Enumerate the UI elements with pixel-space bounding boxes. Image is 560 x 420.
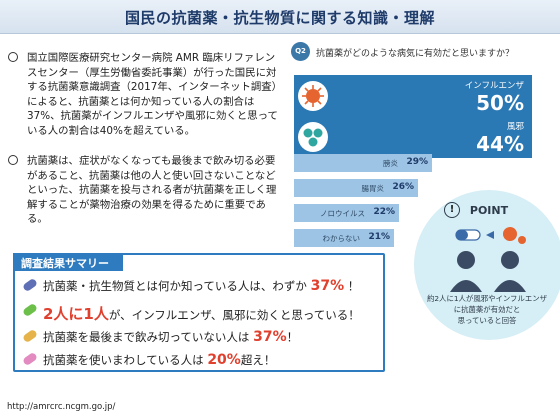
chart-bar: 風邪 44%	[294, 116, 532, 158]
point-title: POINT	[469, 204, 509, 217]
summary-row-text: 抗菌薬を使いまわしている人は 20%超え！	[43, 352, 275, 368]
point-caption: 約2人に1人が風邪やインフルエンザ に抗菌薬が有効だと 思っていると回答	[422, 293, 552, 326]
caption-line: に抗菌薬が有効だと	[453, 305, 521, 314]
bar-value-label: 21%	[368, 232, 390, 242]
caption-line: 思っていると回答	[457, 316, 517, 325]
bar-label: わからない	[322, 234, 361, 243]
circle-bullet-icon	[8, 52, 18, 62]
summary-text: 抗菌薬を使いまわしている人は	[43, 353, 204, 367]
chart-bar: ノロウイルス 22%	[294, 204, 399, 222]
summary-number: 37%	[253, 329, 287, 345]
chart-bar: 膀炎 29%	[294, 154, 432, 172]
summary-text: が、インフルエンザ、風邪に効くと思っている！	[108, 308, 360, 322]
circle-bullet-icon	[8, 155, 18, 165]
bar-value-label: 26%	[392, 182, 414, 192]
medicine-capsules-icon	[455, 227, 526, 244]
bacteria-icon	[298, 122, 328, 152]
summary-heading: 調査結果サマリー	[21, 257, 109, 270]
bar-label: 膀炎	[383, 159, 398, 168]
summary-number: 20%	[207, 352, 241, 368]
point-callout: ! POINT 約2人に1人が風邪やインフルエンザ に抗菌薬が有効だと 思ってい…	[414, 190, 560, 340]
chart-bar: 腸胃炎 26%	[294, 179, 418, 197]
bar-value-label: 44%	[476, 132, 524, 156]
bar-label: 腸胃炎	[361, 184, 385, 193]
slide-title: 国民の抗菌薬・抗生物質に関する知識・理解	[124, 9, 435, 27]
summary-emphasis: 2人に1人	[43, 305, 109, 323]
summary-number: 37%	[310, 278, 345, 294]
title-bar: 国民の抗菌薬・抗生物質に関する知識・理解	[0, 0, 560, 34]
summary-text-end: 超え！	[240, 353, 276, 367]
virus-icon	[298, 81, 328, 111]
caption-line: 約2人に1人が風邪やインフルエンザ	[426, 294, 548, 303]
bar-value-label: 29%	[406, 157, 428, 167]
paragraph-survey: 国立国際医療研究センター病院 AMR 臨床リファレンスセンター（厚生労働省委託事…	[8, 51, 280, 141]
summary-box	[13, 253, 385, 372]
summary-text: 抗菌薬を最後まで飲み切っていない人は	[43, 330, 250, 344]
exclamation-icon: !	[444, 202, 460, 218]
bar-value-label: 22%	[373, 207, 395, 217]
bar-label: 風邪	[506, 122, 524, 132]
summary-text: 抗菌薬・抗生物質とは何か知っている人は、わずか	[43, 279, 307, 293]
paragraph-text: 国立国際医療研究センター病院 AMR 臨床リファレンスセンター（厚生労働省委託事…	[27, 52, 278, 137]
chart-bar: わからない 21%	[294, 229, 394, 247]
paragraph-text: 抗菌薬は、症状がなくなっても最後まで飲み切る必要があること、抗菌薬は他の人と使い…	[27, 155, 277, 226]
source-url[interactable]: http://amrcrc.ncgm.go.jp/	[7, 402, 116, 412]
people-icon	[450, 251, 526, 292]
chart-bar: インフルエンザ 50%	[294, 75, 532, 117]
summary-row-text: 2人に1人が、インフルエンザ、風邪に効くと思っている！	[43, 303, 360, 324]
question-header: Q2 抗菌薬がどのような病気に有効だと思いますか？	[291, 42, 553, 62]
summary-text-end: ！	[347, 279, 360, 293]
summary-row-text: 抗菌薬を最後まで飲み切っていない人は 37%！	[43, 329, 298, 345]
bar-label: インフルエンザ	[464, 81, 524, 91]
question-text: 抗菌薬がどのような病気に有効だと思いますか？	[316, 49, 515, 59]
summary-heading-tab: 調査結果サマリー	[13, 253, 123, 271]
summary-row-text: 抗菌薬・抗生物質とは何か知っている人は、わずか 37% ！	[43, 278, 359, 294]
question-badge: Q2	[291, 42, 310, 61]
bar-value-label: 50%	[476, 91, 524, 115]
summary-text-end: ！	[286, 330, 299, 344]
paragraph-importance: 抗菌薬は、症状がなくなっても最後まで飲み切る必要があること、抗菌薬は他の人と使い…	[8, 154, 280, 226]
bar-label: ノロウイルス	[320, 209, 365, 218]
